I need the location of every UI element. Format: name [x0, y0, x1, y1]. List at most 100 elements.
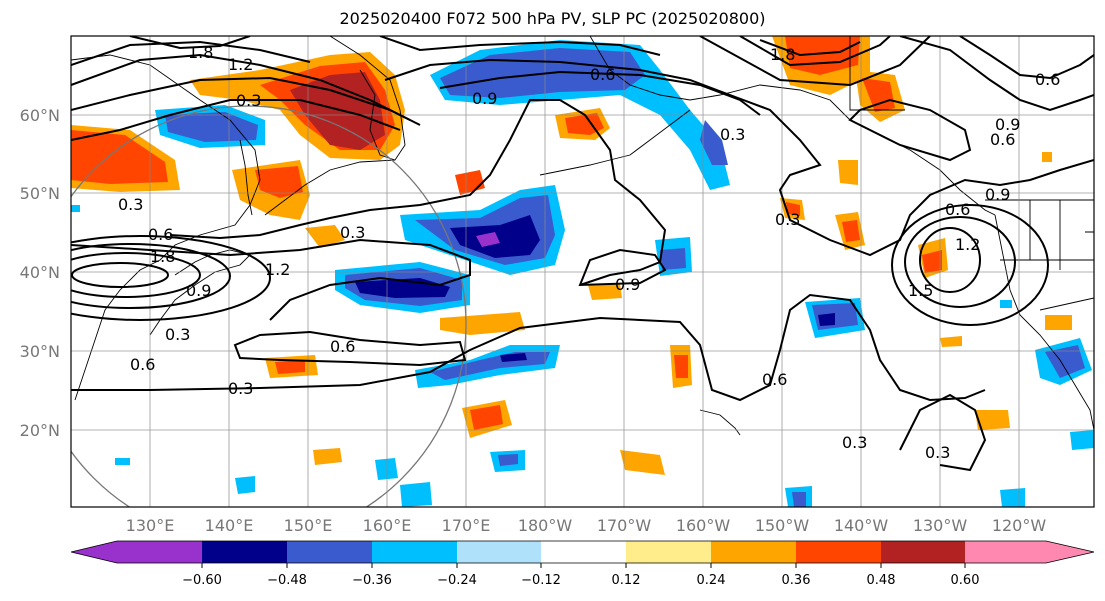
- latitude-labels: 60°N 50°N 40°N 30°N 20°N: [20, 106, 60, 440]
- contour-label: 1.8: [770, 45, 795, 64]
- contour-label: 0.3: [775, 210, 800, 229]
- contour-high-2: [904, 216, 1016, 308]
- coast-kamchatka: [329, 36, 406, 161]
- pv-blob-27n-160w-core: [674, 355, 688, 378]
- lon-label: 140°E: [205, 516, 254, 535]
- contour-low-2: [71, 252, 201, 298]
- lon-label: 180°W: [518, 516, 573, 535]
- contour-label: 0.6: [945, 200, 970, 219]
- pv-blob-15n-165w: [620, 450, 665, 475]
- pv-blob-10n-150w-core: [792, 492, 806, 507]
- colorbar-tick-label: 0.12: [612, 573, 641, 588]
- contour-low-4: [71, 235, 271, 321]
- contour-label: 0.9: [995, 115, 1020, 134]
- pv-blob-28n-175e-max: [500, 353, 527, 362]
- colorbar-segment: [287, 541, 372, 563]
- colorbar-tick-label: 0.60: [951, 573, 980, 588]
- contour-0.9-nw-a: [71, 53, 411, 121]
- contour-1.8-ne-a: [759, 39, 861, 57]
- coast-hawaii: [699, 409, 741, 436]
- colorbar-tick-label: −0.48: [267, 573, 307, 588]
- pv-blob-top-alaska-core: [785, 36, 860, 75]
- colorbar-tick-label: −0.24: [437, 573, 477, 588]
- pv-blob-bering-band-e: [700, 120, 728, 165]
- colorbar-outline: [70, 540, 1095, 564]
- pv-blob-32n-120w: [1000, 300, 1012, 308]
- contour-high-1: [919, 227, 981, 293]
- coast-japan: [149, 249, 251, 336]
- coastlines: [71, 36, 1094, 436]
- contour-1.2-ne: [699, 36, 931, 87]
- pv-blob-okhotsk-max: [290, 72, 385, 150]
- colorbar-segment: [372, 541, 457, 563]
- pv-blob-35n-180: [588, 283, 622, 300]
- colorbar: −0.60 −0.48 −0.36 −0.24 −0.12 0.12 0.24 …: [70, 540, 1095, 588]
- colorbar-segment: [202, 541, 287, 563]
- colorbar-segment: [711, 541, 796, 563]
- contour-label: 0.6: [590, 65, 615, 84]
- lon-label: 160°E: [363, 516, 412, 535]
- lat-label: 50°N: [20, 184, 60, 203]
- contour-label: 1.2: [955, 235, 980, 254]
- contour-0.9-loop: [578, 248, 667, 287]
- colorbar-segment-extend-max: [1046, 541, 1094, 563]
- contour-labels: 1.8 1.2 0.3 0.9 0.6 0.3 1.8 0.6 0.9 0.3 …: [118, 43, 1060, 462]
- contour-0.9-alaska: [439, 70, 761, 116]
- pv-blob-48n-110w: [71, 205, 80, 212]
- contour-label: 0.6: [762, 370, 787, 389]
- contour-0.9-ne: [959, 36, 1094, 80]
- contour-label: 0.3: [228, 379, 253, 398]
- contour-label: 1.8: [150, 247, 175, 266]
- slp-contours: [71, 36, 1094, 472]
- contour-label: 0.3: [925, 443, 950, 462]
- lon-label: 160°W: [676, 516, 731, 535]
- colorbar-tick-label: −0.36: [352, 573, 392, 588]
- pv-blob-33n-125w: [940, 336, 962, 347]
- lat-label: 40°N: [20, 263, 60, 282]
- pv-blob-18n-135e: [115, 458, 130, 465]
- colorbar-tick-label: 0.48: [867, 573, 896, 588]
- colorbar-segment: [457, 541, 541, 563]
- map-title: 2025020400 F072 500 hPa PV, SLP PC (2025…: [339, 9, 766, 28]
- map-frame: [70, 35, 1095, 508]
- contour-0.6-nw: [71, 76, 421, 126]
- pv-blob-42n-160w-core: [660, 248, 686, 270]
- lon-label: 150°E: [284, 516, 333, 535]
- contour-0.6-ne: [899, 36, 1094, 112]
- pv-blob-17n-155e: [313, 448, 342, 465]
- pv-blob-15n-177e: [498, 454, 518, 466]
- contour-1.2-top: [379, 36, 661, 56]
- lat-label: 30°N: [20, 342, 60, 361]
- colorbar-tick-label: 0.24: [697, 573, 726, 588]
- contour-label: 0.6: [130, 355, 155, 374]
- colorbar-ticks: [201, 563, 966, 568]
- colorbar-tick-label: 0.36: [782, 573, 811, 588]
- lon-label: 130°E: [126, 516, 175, 535]
- lon-label: 150°W: [755, 516, 810, 535]
- pv-blob-140w-55n: [838, 160, 858, 185]
- pv-blob-35n-170e: [440, 312, 525, 335]
- contour-label: 0.9: [615, 275, 640, 294]
- pv-blob-20n-175e-core: [470, 405, 503, 430]
- contour-label: 0.3: [236, 91, 261, 110]
- contour-label: 1.2: [265, 260, 290, 279]
- contour-label: 0.3: [165, 325, 190, 344]
- colorbar-segment: [626, 541, 711, 563]
- colorbar-tick-label: −0.60: [182, 573, 222, 588]
- contour-low-3: [71, 243, 231, 309]
- pv-blob-alaska-e-core: [862, 78, 895, 112]
- colorbar-segment-extend-min: [71, 541, 117, 563]
- graticule: [71, 36, 1094, 507]
- colorbar-segment: [965, 541, 1046, 563]
- pv-blob-52n-118w: [1042, 152, 1052, 162]
- contour-label: 0.3: [842, 433, 867, 452]
- contour-label: 0.9: [985, 185, 1010, 204]
- contour-1.2-nw: [71, 40, 311, 66]
- border-alaska-canada: [849, 36, 905, 111]
- pv-blob-20n-130w: [975, 410, 1010, 430]
- contour-0.9-main: [169, 99, 667, 286]
- coast-namerica: [994, 214, 1094, 431]
- lat-label: 60°N: [20, 106, 60, 125]
- range-circle: [71, 105, 467, 507]
- colorbar-segment: [796, 541, 881, 563]
